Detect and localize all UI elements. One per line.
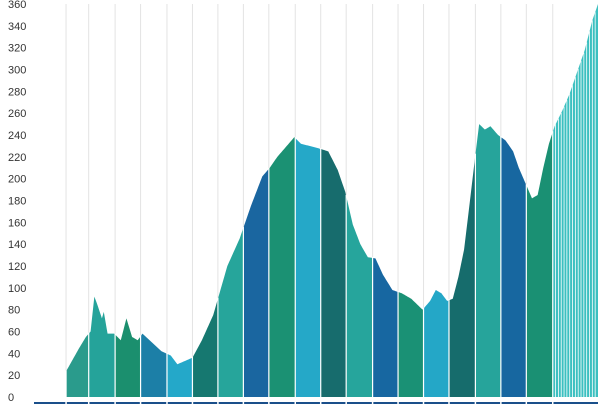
y-tick-label: 320	[8, 43, 26, 55]
y-tick-label: 140	[8, 239, 26, 251]
y-tick-label: 60	[8, 327, 20, 339]
y-tick-label: 260	[8, 108, 26, 120]
y-tick-label: 20	[8, 370, 20, 382]
y-axis: 0 20 40 60 80 100 120 140 160 180 200 220 240 260 280 3…	[8, 0, 598, 405]
y-tick-label: 220	[8, 152, 26, 164]
area-band	[268, 137, 296, 397]
y-tick-label: 180	[8, 196, 26, 208]
y-tick-label: 80	[8, 305, 20, 317]
area-band	[320, 148, 347, 397]
area-band	[88, 296, 116, 397]
area-band	[140, 333, 167, 397]
y-tick-label: 200	[8, 174, 26, 186]
y-tick-label: 160	[8, 217, 26, 229]
area-band	[66, 333, 89, 397]
y-tick-label: 300	[8, 65, 26, 77]
y-tick-label: 240	[8, 130, 26, 142]
y-tick-label: 0	[8, 392, 14, 404]
area-bands	[65, 4, 598, 398]
area-band	[398, 291, 424, 397]
area-band	[448, 154, 476, 397]
y-tick-label: 360	[8, 0, 26, 11]
area-band	[115, 318, 141, 397]
area-band	[372, 257, 399, 397]
area-band	[500, 137, 527, 398]
area-band	[243, 168, 269, 397]
area-band	[526, 132, 553, 397]
y-tick-label: 120	[8, 261, 26, 273]
area-band	[423, 290, 449, 397]
y-tick-label: 340	[8, 21, 26, 33]
y-tick-label: 100	[8, 283, 26, 295]
area-band	[217, 227, 244, 397]
y-tick-label: 280	[8, 86, 26, 98]
y-tick-label: 40	[8, 348, 20, 360]
area-band	[166, 353, 193, 397]
area-band	[295, 138, 321, 397]
area-band	[346, 195, 373, 397]
area-band	[192, 298, 218, 397]
area-band	[475, 124, 501, 397]
